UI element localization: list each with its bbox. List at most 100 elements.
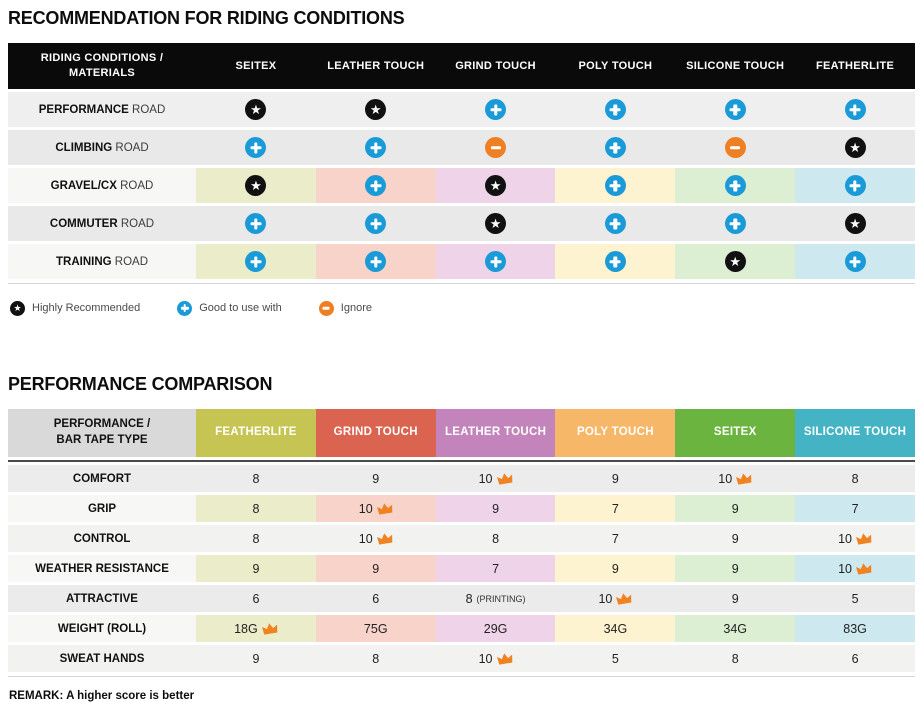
score-cell: 34G — [555, 615, 676, 642]
header-divider — [8, 460, 915, 462]
plus-icon — [365, 137, 387, 158]
recommendation-cell — [196, 244, 316, 279]
recommendation-cell: ★ — [196, 92, 316, 127]
score-value: 8 — [851, 471, 859, 486]
score-cell: 29G — [435, 615, 556, 642]
star-icon: ★ — [844, 137, 866, 158]
remark-note: REMARK: A higher score is better — [9, 690, 195, 702]
plus-icon — [604, 137, 626, 158]
score-value: 10 — [358, 531, 373, 546]
plus-icon — [724, 99, 746, 120]
table2-row-grip: GRIP 8 10 9 7 9 7 — [8, 495, 915, 522]
table2-row-weight-roll: WEIGHT (ROLL) 18G 75G 29G 34G 34G 83G — [8, 615, 915, 642]
score-value-wrap: 9 — [252, 652, 259, 666]
plus-icon — [485, 251, 507, 272]
score-cell: 10 — [315, 525, 436, 552]
t2-corner-line2: BAR TAPE TYPE — [56, 434, 148, 446]
score-cell: 7 — [435, 555, 556, 582]
recommendation-cell — [795, 168, 915, 203]
score-cell: 9 — [555, 555, 676, 582]
score-value: 10 — [718, 471, 733, 486]
score-value-wrap: 6 — [252, 592, 259, 606]
t2-col-header-featherlite: FEATHERLITE — [196, 409, 316, 457]
score-cell: 5 — [795, 585, 915, 612]
crown-icon — [376, 503, 393, 515]
score-value-wrap: 9 — [732, 532, 739, 546]
recommendation-cell — [795, 244, 915, 279]
score-value-wrap: 8 — [252, 532, 259, 546]
score-value-wrap: 29G — [484, 622, 508, 636]
table1-row-commuter: COMMUTER ROAD ★ ★ — [8, 206, 915, 241]
score-value-wrap: 5 — [852, 592, 859, 606]
score-value: 9 — [252, 561, 260, 576]
score-cell: 9 — [675, 585, 796, 612]
t1-col-header-leather-touch: LEATHER TOUCH — [315, 43, 436, 89]
score-value: 9 — [372, 561, 380, 576]
table1-row-training: TRAINING ROAD ★ — [8, 244, 915, 279]
recommendation-cell — [435, 244, 556, 279]
score-value: 9 — [372, 471, 380, 486]
row-label: COMMUTER ROAD — [8, 206, 196, 241]
t2-col-header-seitex: SEITEX — [675, 409, 796, 457]
row-label-bold: COMMUTER — [49, 217, 118, 230]
recommendation-cell — [555, 92, 676, 127]
plus-icon — [245, 251, 267, 272]
riding-conditions-table: RIDING CONDITIONS / MATERIALS SEITEX LEAT… — [8, 40, 915, 282]
score-value: 34G — [603, 621, 628, 636]
score-cell: 9 — [315, 555, 436, 582]
row-label-bold: CLIMBING — [55, 141, 113, 154]
t2-corner-line1: PERFORMANCE / — [53, 418, 151, 431]
t1-col-header-silicone-touch: SILICONE TOUCH — [675, 43, 796, 89]
row-label: ATTRACTIVE — [8, 585, 196, 612]
plus-icon — [245, 137, 267, 158]
score-value-wrap: 7 — [492, 562, 499, 576]
plus-icon — [365, 213, 387, 234]
score-value: 5 — [611, 651, 619, 666]
row-label: SWEAT HANDS — [8, 645, 196, 672]
score-value-wrap: 6 — [852, 652, 859, 666]
star-icon: ★ — [10, 300, 25, 316]
score-value: 7 — [492, 561, 500, 576]
recommendation-cell — [555, 206, 676, 241]
score-value: 9 — [731, 501, 739, 516]
score-value-wrap: 18G — [234, 622, 278, 636]
score-value-wrap: 8 — [252, 472, 259, 486]
score-value: 75G — [363, 621, 388, 636]
score-value: 8 — [372, 651, 380, 666]
table1-row-performance: PERFORMANCE ROAD ★ ★ — [8, 92, 915, 127]
recommendation-cell: ★ — [795, 130, 915, 165]
score-cell: 9 — [435, 495, 556, 522]
score-value: 8 — [492, 531, 500, 546]
score-value-wrap: 10 — [359, 502, 393, 516]
score-cell: 10 — [315, 495, 436, 522]
t1-col-header-seitex: SEITEX — [196, 43, 316, 89]
score-value-wrap: 34G — [604, 622, 628, 636]
plus-icon — [604, 213, 626, 234]
score-cell: 8 (PRINTING) — [435, 585, 556, 612]
score-cell: 8 — [795, 465, 915, 492]
row-label: GRAVEL/CX ROAD — [8, 168, 196, 203]
t1-corner-line2: MATERIALS — [68, 67, 136, 79]
score-cell: 9 — [675, 495, 796, 522]
plus-icon — [844, 175, 866, 196]
score-value: 9 — [492, 501, 500, 516]
star-icon: ★ — [485, 175, 507, 196]
plus-icon — [365, 251, 387, 272]
score-value-wrap: 8 — [852, 472, 859, 486]
legend-label: Good to use with — [199, 302, 282, 314]
t1-corner-header: RIDING CONDITIONS / MATERIALS — [8, 43, 196, 89]
recommendation-cell: ★ — [315, 92, 436, 127]
crown-icon — [496, 653, 513, 665]
score-value-wrap: 10 — [838, 562, 872, 576]
score-value-wrap: 10 — [359, 532, 393, 546]
recommendation-cell: ★ — [435, 168, 556, 203]
section-title-performance-comparison: PERFORMANCE COMPARISON — [8, 374, 273, 394]
table1-bottom-rule — [8, 283, 915, 284]
minus-bar — [322, 306, 330, 310]
t1-corner-line1: RIDING CONDITIONS / — [40, 52, 164, 65]
recommendation-cell — [196, 206, 316, 241]
score-value: 10 — [358, 501, 373, 516]
score-cell: 8 — [196, 495, 316, 522]
recommendation-cell — [675, 168, 796, 203]
score-value: 10 — [598, 591, 613, 606]
